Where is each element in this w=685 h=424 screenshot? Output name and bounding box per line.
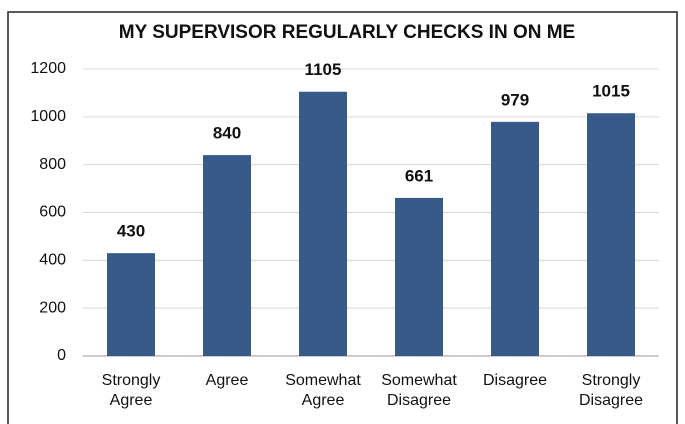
- y-tick-label: 800: [39, 156, 66, 173]
- data-label: 1105: [305, 60, 342, 79]
- bar: [491, 121, 539, 356]
- x-tick-label: Strongly Disagree: [578, 372, 644, 409]
- y-tick-label: 600: [39, 204, 66, 221]
- x-tick-label: Agree: [205, 372, 249, 389]
- y-tick-label: 200: [39, 299, 66, 316]
- bar: [587, 113, 635, 356]
- x-tick-label: Somewhat Disagree: [381, 372, 457, 409]
- x-tick-label: Disagree: [482, 372, 548, 389]
- bar: [299, 91, 347, 357]
- x-tick-label: Strongly Agree: [101, 372, 161, 409]
- y-tick-label: 0: [57, 347, 66, 364]
- data-label: 661: [405, 166, 433, 185]
- bar: [203, 155, 251, 356]
- chart-title: MY SUPERVISOR REGULARLY CHECKS IN ON ME: [119, 22, 575, 43]
- data-label: 840: [213, 124, 241, 143]
- bar: [395, 197, 443, 356]
- bar: [107, 253, 155, 356]
- data-label: 1015: [592, 82, 630, 101]
- y-tick-label: 400: [39, 252, 66, 269]
- y-tick-label: 1000: [30, 108, 66, 125]
- y-tick-label: 1200: [30, 60, 66, 77]
- data-label: 430: [117, 222, 145, 241]
- data-label: 979: [501, 90, 529, 109]
- x-tick-label: Somewhat Agree: [285, 372, 361, 409]
